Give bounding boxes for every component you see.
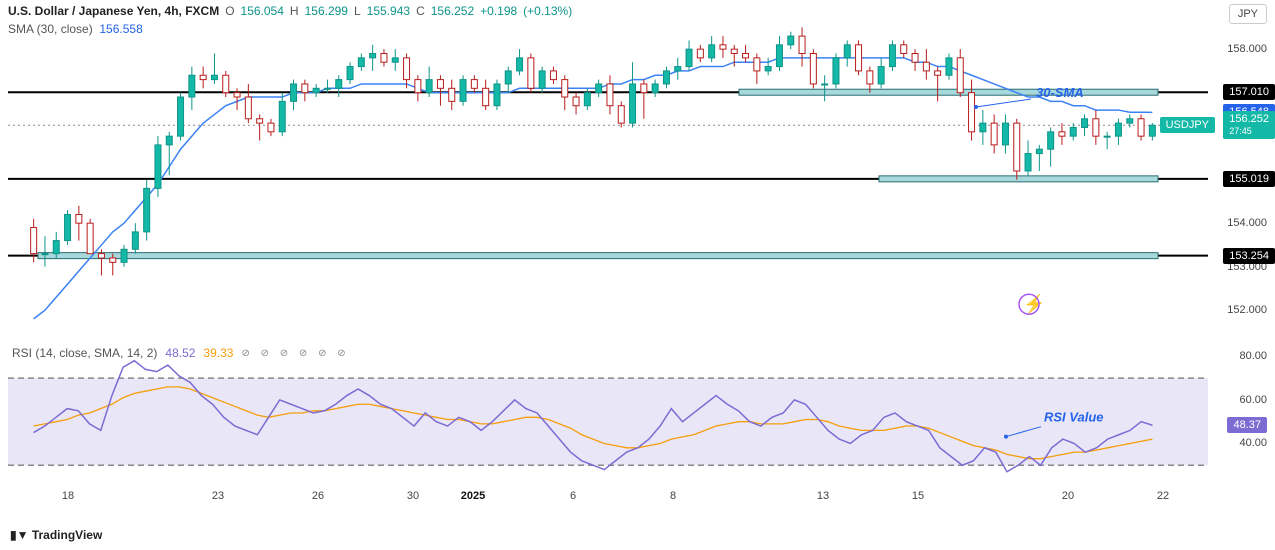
rsi-y-tick: 80.00 [1239, 350, 1267, 362]
price-tag: 153.254 [1223, 248, 1275, 264]
x-tick-label: 6 [570, 490, 576, 502]
rsi-chart[interactable]: RSI Value [8, 352, 1208, 487]
price-chart[interactable]: 30-SMA⚡ [8, 10, 1208, 345]
tv-text: TradingView [32, 528, 102, 542]
x-tick-label: 22 [1157, 490, 1169, 502]
x-tick-label: 13 [817, 490, 829, 502]
price-y-axis: 158.000157.010156.548156.252155.019154.0… [1217, 10, 1275, 345]
y-tick-label: 154.000 [1227, 217, 1267, 229]
price-tag: 157.010 [1223, 84, 1275, 100]
rsi-value-tag: 48.37 [1227, 417, 1267, 433]
rsi-y-axis: 40.00 60.00 80.00 48.37 [1217, 352, 1275, 487]
x-tick-label: 15 [912, 490, 924, 502]
tradingview-logo: ▮▼ TradingView [10, 528, 102, 542]
price-tag: 155.019 [1223, 171, 1275, 187]
price-tag: 156.25227:45 [1223, 111, 1275, 139]
x-tick-label: 2025 [461, 490, 485, 502]
x-tick-label: 30 [407, 490, 419, 502]
x-tick-label: 18 [62, 490, 74, 502]
rsi-y-tick: 60.00 [1239, 394, 1267, 406]
svg-text:RSI Value: RSI Value [1044, 410, 1103, 425]
x-tick-label: 26 [312, 490, 324, 502]
rsi-y-tick: 40.00 [1239, 437, 1267, 449]
tv-icon: ▮▼ [10, 528, 28, 542]
x-tick-label: 20 [1062, 490, 1074, 502]
y-tick-label: 158.000 [1227, 43, 1267, 55]
x-tick-label: 8 [670, 490, 676, 502]
y-tick-label: 152.000 [1227, 304, 1267, 316]
svg-text:30-SMA: 30-SMA [1036, 85, 1084, 100]
x-axis: 18 23 26 30 2025 6 8 13 15 20 22 [8, 490, 1208, 510]
symbol-tag: USDJPY [1160, 117, 1215, 133]
x-tick-label: 23 [212, 490, 224, 502]
